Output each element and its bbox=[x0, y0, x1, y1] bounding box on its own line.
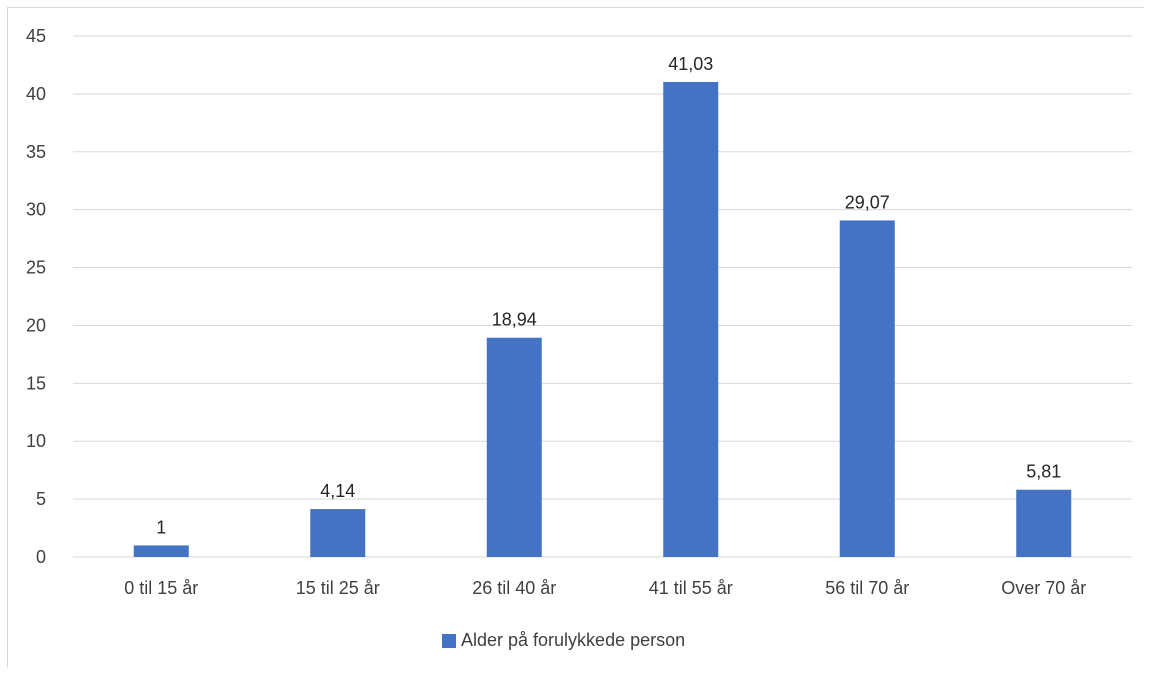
y-tick-label: 40 bbox=[26, 84, 46, 104]
y-tick-label: 0 bbox=[36, 547, 46, 567]
chart-frame bbox=[7, 7, 1144, 668]
y-tick-label: 25 bbox=[26, 258, 46, 278]
x-tick-label: 15 til 25 år bbox=[296, 578, 380, 598]
bar bbox=[486, 337, 542, 557]
y-tick-label: 45 bbox=[26, 26, 46, 46]
data-label: 4,14 bbox=[320, 481, 355, 501]
y-tick-label: 15 bbox=[26, 373, 46, 393]
data-label: 1 bbox=[156, 517, 166, 537]
y-tick-label: 35 bbox=[26, 142, 46, 162]
data-label: 41,03 bbox=[668, 54, 713, 74]
y-tick-label: 5 bbox=[36, 489, 46, 509]
legend-swatch bbox=[442, 634, 456, 648]
bar bbox=[839, 220, 895, 557]
y-tick-label: 20 bbox=[26, 315, 46, 335]
x-tick-label: 56 til 70 år bbox=[825, 578, 909, 598]
legend: Alder på forulykkede person bbox=[442, 630, 685, 650]
y-axis-ticks: 0 5 10 15 20 25 30 35 40 45 bbox=[26, 26, 46, 567]
data-label: 29,07 bbox=[845, 192, 890, 212]
bars bbox=[133, 81, 1072, 557]
x-tick-label: 26 til 40 år bbox=[472, 578, 556, 598]
x-axis-ticks: 0 til 15 år 15 til 25 år 26 til 40 år 41 ti… bbox=[124, 578, 1086, 598]
bar bbox=[310, 509, 366, 557]
bar bbox=[1016, 489, 1072, 557]
y-tick-label: 30 bbox=[26, 200, 46, 220]
x-tick-label: Over 70 år bbox=[1001, 578, 1086, 598]
bar bbox=[133, 545, 189, 557]
data-label: 5,81 bbox=[1026, 462, 1061, 482]
gridlines bbox=[73, 35, 1132, 558]
x-tick-label: 41 til 55 år bbox=[649, 578, 733, 598]
data-labels: 1 4,14 18,94 41,03 29,07 5,81 bbox=[156, 54, 1061, 537]
legend-label: Alder på forulykkede person bbox=[461, 630, 685, 650]
y-tick-label: 10 bbox=[26, 431, 46, 451]
x-tick-label: 0 til 15 år bbox=[124, 578, 198, 598]
bar bbox=[663, 81, 719, 557]
data-label: 18,94 bbox=[492, 310, 537, 330]
